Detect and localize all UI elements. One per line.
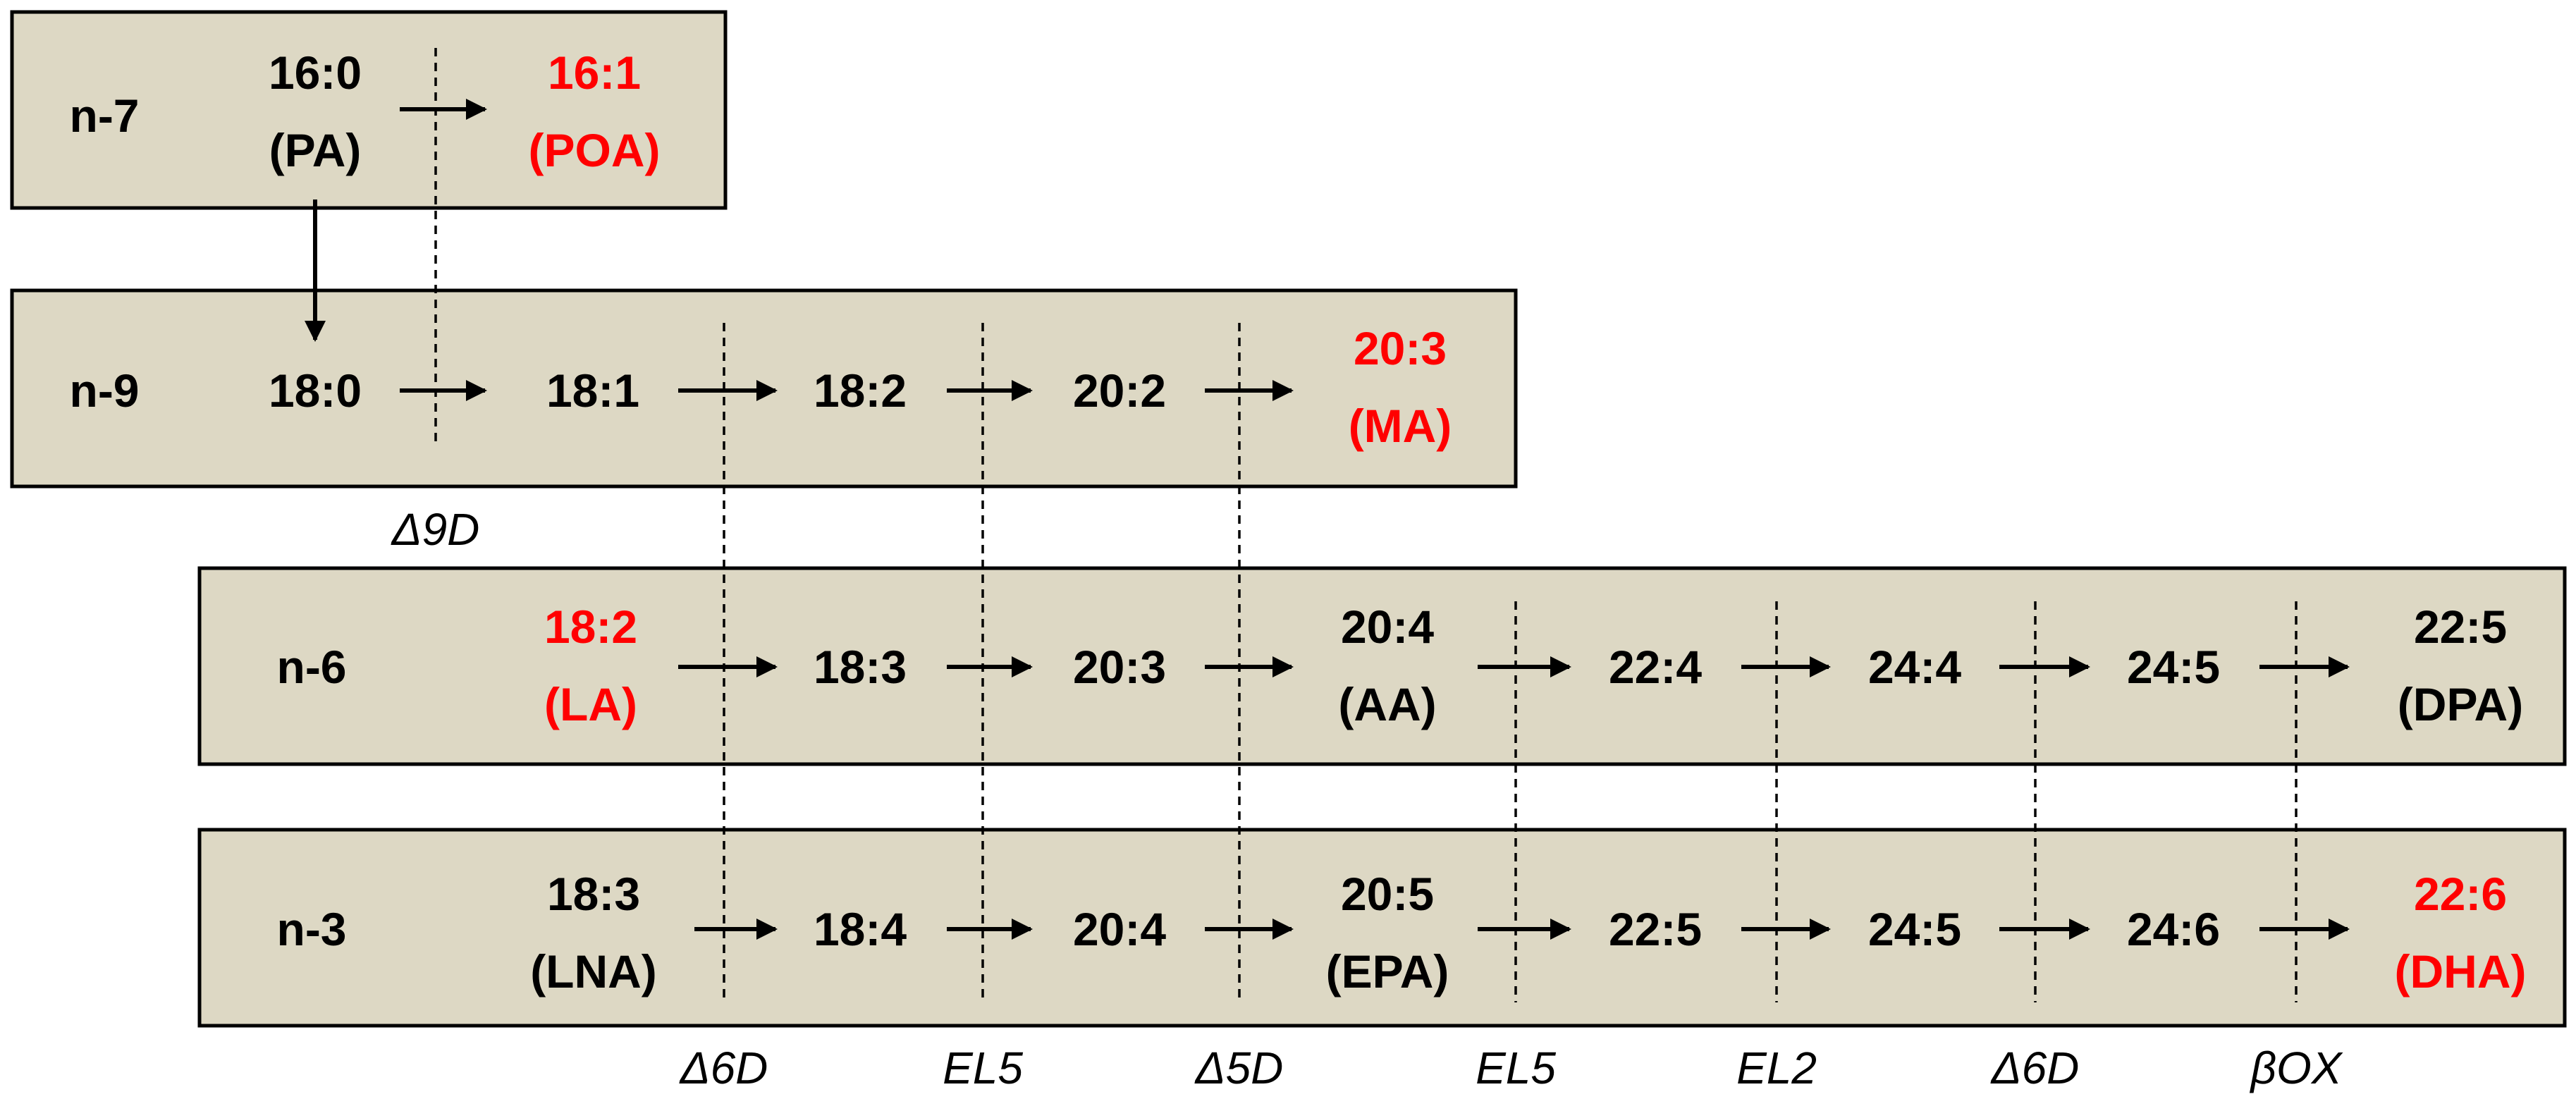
enzyme-label-el2: EL2 — [1736, 1043, 1817, 1093]
enzyme-label-el5b: EL5 — [1476, 1043, 1556, 1093]
node-22-4: 22:4 — [1609, 641, 1702, 693]
enzyme-label-d5d: Δ5D — [1194, 1043, 1284, 1093]
node-18-2-la-abbr: (LA) — [544, 678, 637, 730]
node-20-4-aa: 20:4 — [1341, 601, 1434, 653]
node-22-5-n3: 22:5 — [1609, 903, 1702, 955]
node-24-6: 24:6 — [2127, 903, 2220, 955]
n6-row-box — [197, 566, 2567, 766]
node-18-1: 18:1 — [546, 364, 639, 417]
node-20-5-epa: 20:5 — [1341, 868, 1434, 920]
node-18-0: 18:0 — [269, 364, 362, 417]
node-16-0: 16:0 — [269, 47, 362, 99]
node-18-2-n9: 18:2 — [814, 364, 907, 417]
row-label-n9: n-9 — [70, 364, 140, 417]
node-16-1-abbr: (POA) — [529, 124, 661, 176]
node-20-3-ma: 20:3 — [1354, 322, 1447, 374]
node-22-5-dpa: 22:5 — [2414, 601, 2507, 653]
node-20-3-n6: 20:3 — [1073, 641, 1166, 693]
node-24-5-n6: 24:5 — [2127, 641, 2220, 693]
node-24-4: 24:4 — [1868, 641, 1961, 693]
node-16-1: 16:1 — [548, 47, 641, 99]
node-20-2: 20:2 — [1073, 364, 1166, 417]
n7-row-box — [10, 10, 728, 210]
node-16-0-abbr: (PA) — [269, 124, 362, 176]
node-18-3-lna: 18:3 — [547, 868, 640, 920]
row-label-n3: n-3 — [277, 903, 347, 955]
node-20-3-ma-abbr: (MA) — [1349, 400, 1452, 452]
node-18-2-la: 18:2 — [544, 601, 637, 653]
node-20-4-n3: 20:4 — [1073, 903, 1166, 955]
enzyme-label-box: βOX — [2249, 1043, 2343, 1093]
enzyme-label-el5: EL5 — [943, 1043, 1023, 1093]
row-label-n6: n-6 — [277, 641, 347, 693]
node-22-5-dpa-abbr: (DPA) — [2398, 678, 2523, 730]
node-18-4: 18:4 — [814, 903, 907, 955]
node-22-6-dha-abbr: (DHA) — [2395, 945, 2527, 997]
enzyme-label-d6d: Δ6D — [679, 1043, 768, 1093]
row-label-n7: n-7 — [70, 90, 140, 142]
enzyme-label-d6d-b: Δ6D — [1990, 1043, 2080, 1093]
node-24-5-n3: 24:5 — [1868, 903, 1961, 955]
node-22-6-dha: 22:6 — [2414, 868, 2507, 920]
n3-row-box — [197, 828, 2567, 1028]
node-20-5-epa-abbr: (EPA) — [1326, 945, 1449, 997]
enzyme-label-d9d: Δ9D — [391, 504, 480, 555]
node-18-3-lna-abbr: (LNA) — [530, 945, 657, 997]
node-20-4-aa-abbr: (AA) — [1338, 678, 1436, 730]
node-18-3-n6: 18:3 — [814, 641, 907, 693]
